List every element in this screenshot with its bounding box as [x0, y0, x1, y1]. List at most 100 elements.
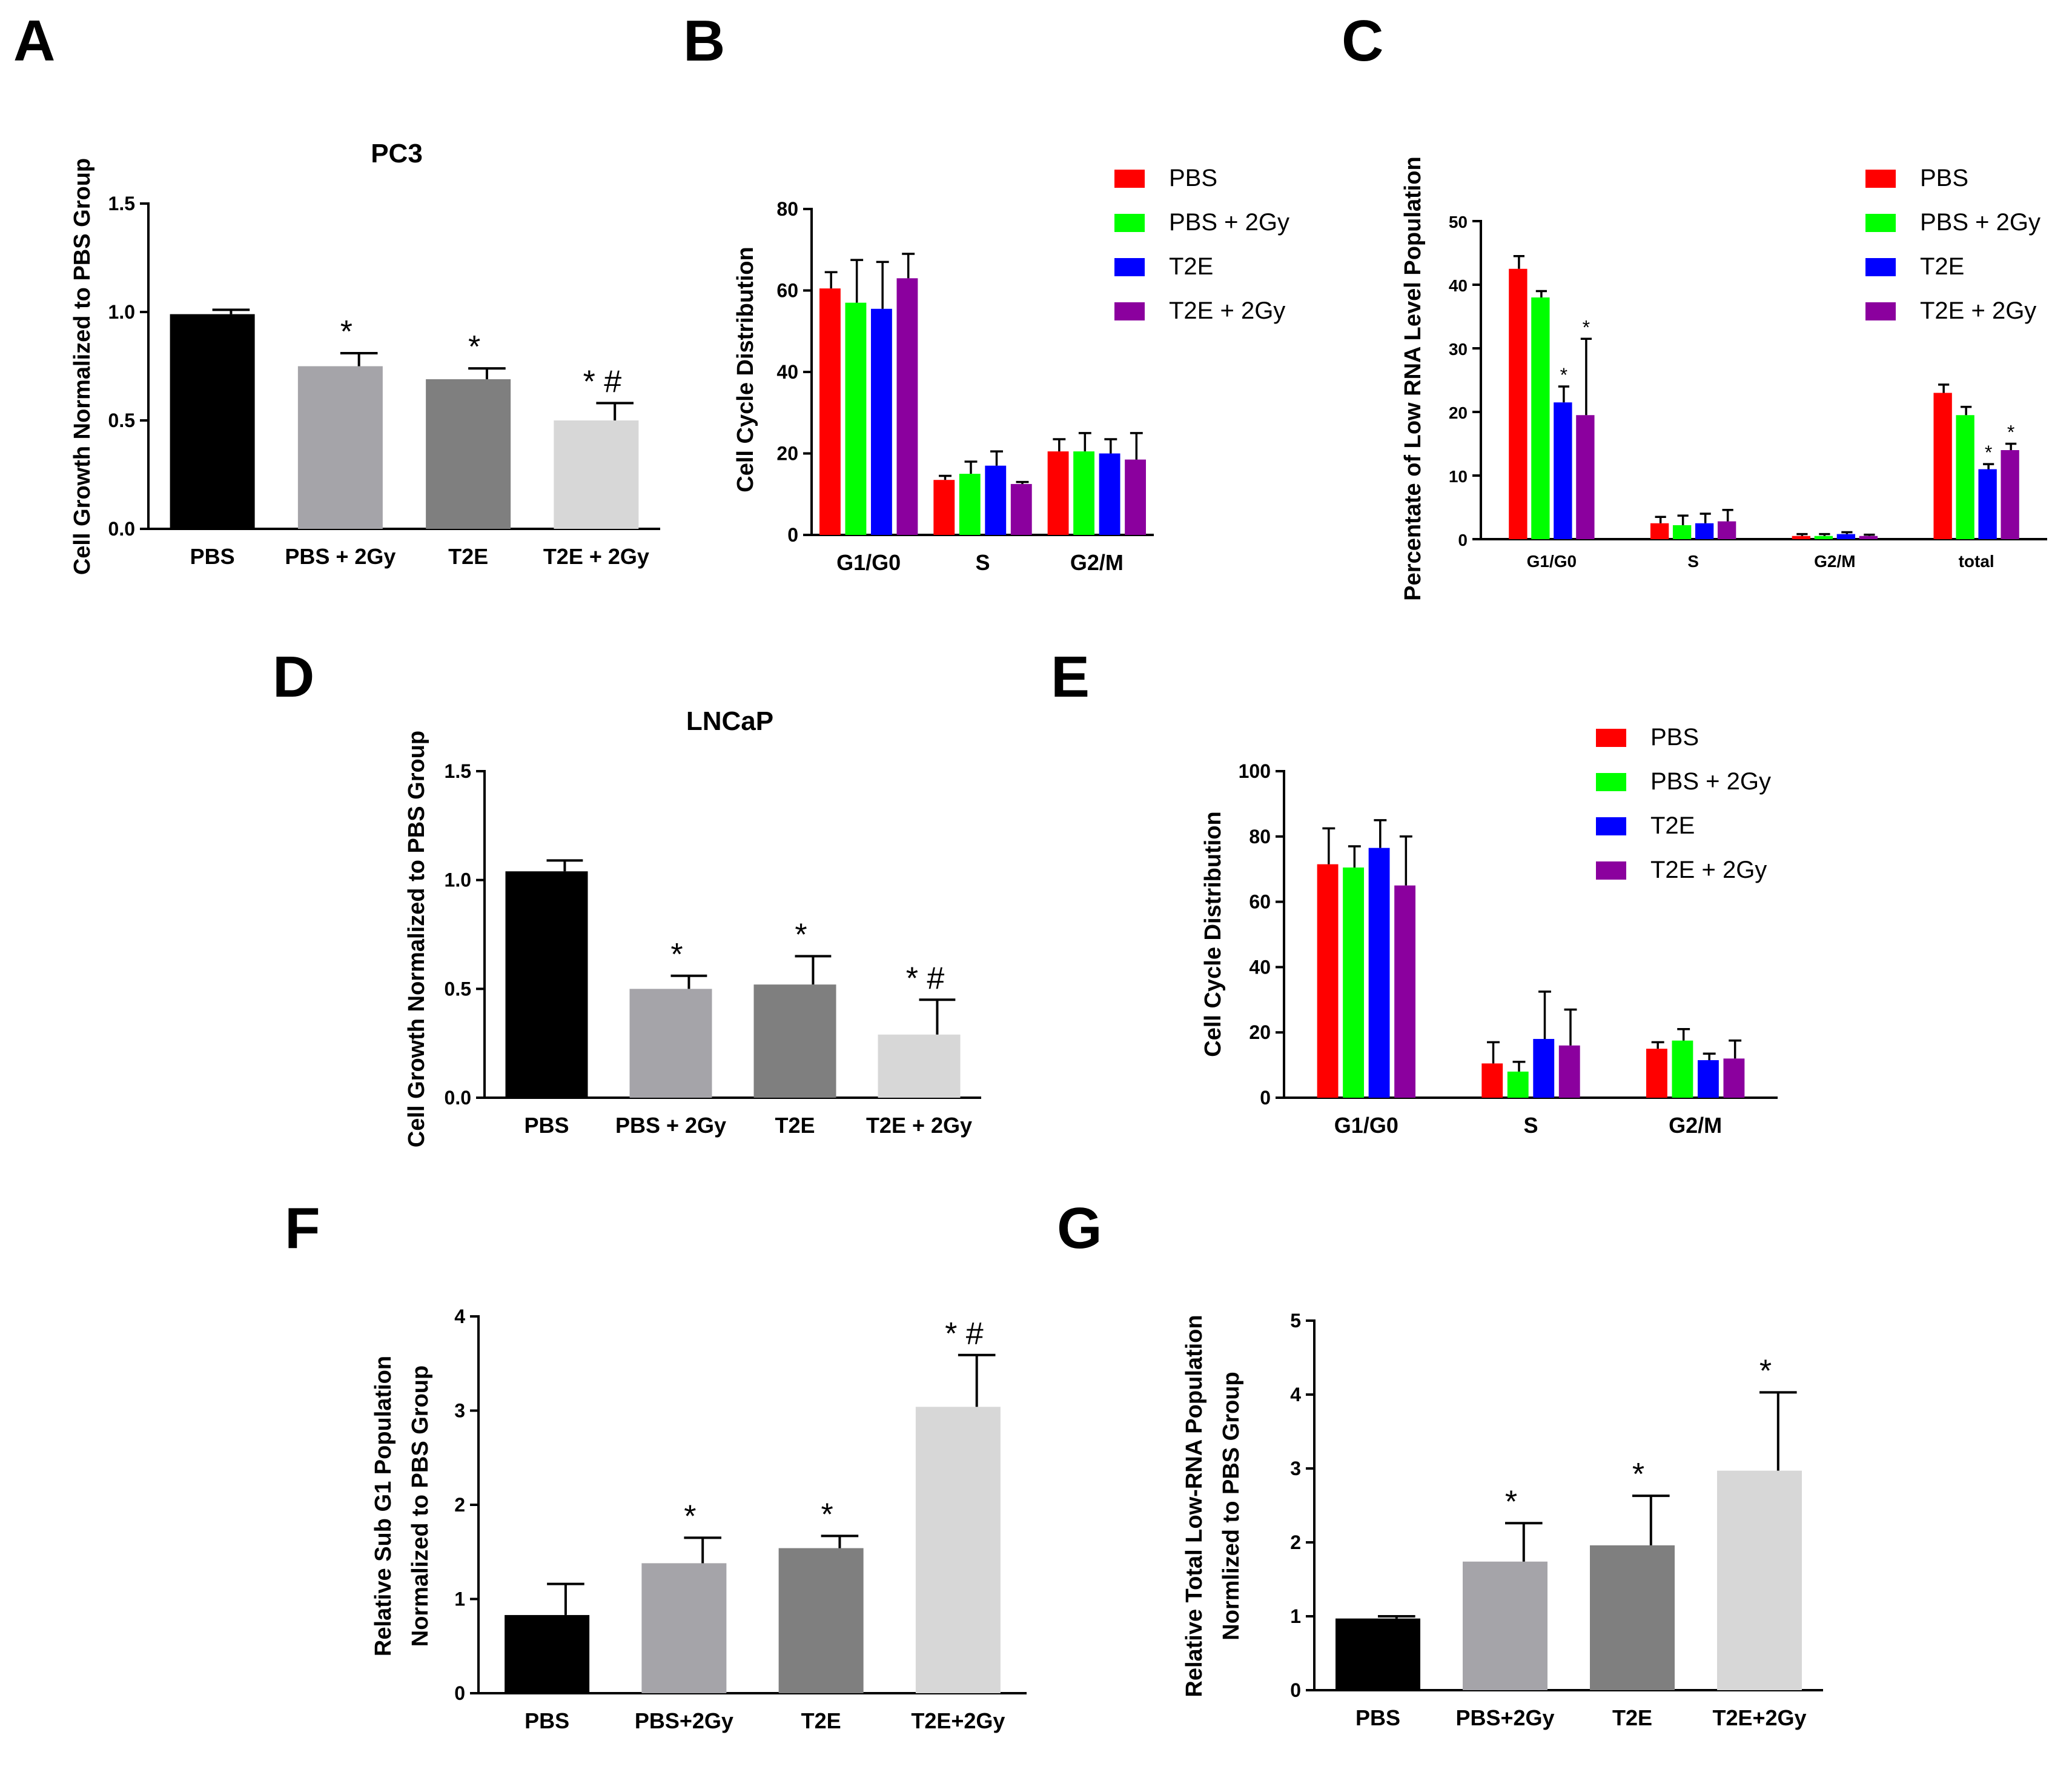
- significance-mark: *: [1985, 442, 1992, 463]
- x-tick-label: S: [1687, 552, 1699, 571]
- bar-g2-m-t2e-2gy: [1125, 459, 1147, 535]
- y-tick-label: 60: [1249, 891, 1271, 913]
- legend-swatch: [1596, 729, 1626, 747]
- panel-label-b: B: [683, 8, 725, 73]
- bar-g1-g0-t2e-2gy: [896, 278, 918, 535]
- x-tick-label: T2E + 2Gy: [866, 1113, 972, 1138]
- bar-g1-g0-pbs-2gy: [1343, 868, 1365, 1098]
- panel-label-d: D: [273, 645, 314, 709]
- bar-t2e: [1590, 1545, 1675, 1690]
- significance-mark: *: [1759, 1353, 1772, 1388]
- significance-mark: *: [670, 937, 683, 972]
- bar-s-t2e: [1533, 1038, 1555, 1098]
- bar-g2-m-t2e-2gy: [1859, 536, 1878, 539]
- bar-s-t2e-2gy: [1558, 1045, 1580, 1098]
- significance-mark: *: [1505, 1484, 1517, 1519]
- x-tick-label: T2E + 2Gy: [543, 544, 649, 569]
- legend-swatch: [1596, 861, 1626, 880]
- chart-title: PC3: [371, 139, 423, 168]
- x-tick-label: PBS+2Gy: [635, 1708, 733, 1733]
- bar-g2-m-t2e-2gy: [1723, 1058, 1745, 1098]
- bar-g1-g0-t2e-2gy: [1394, 885, 1416, 1098]
- legend-entry: PBS + 2Gy: [1169, 209, 1289, 236]
- x-tick-label: PBS: [524, 1113, 569, 1138]
- y-tick-label: 2: [454, 1494, 465, 1516]
- chart-f: 0 1 2 3 4 Relative Sub G1 Population Normalize…: [371, 1306, 1027, 1733]
- x-tick-label: G2/M: [1814, 552, 1855, 571]
- bar-t2e: [753, 984, 836, 1098]
- y-tick-label: 0.5: [445, 978, 471, 1000]
- legend-swatch: [1114, 258, 1145, 276]
- bar-g2-m-pbs: [1792, 536, 1811, 539]
- x-tick-label: S: [1523, 1113, 1538, 1138]
- bar-g2-m-pbs: [1047, 451, 1069, 535]
- legend-entry: T2E: [1169, 253, 1213, 280]
- bar-total-t2e-2gy: [2001, 450, 2019, 539]
- y-tick-label: 4: [1290, 1384, 1301, 1405]
- y-axis-label: Cell Cycle Distribution: [1200, 811, 1226, 1057]
- bar-t2e-2gy: [554, 420, 639, 529]
- legend-entry: PBS: [1169, 165, 1217, 191]
- chart-c: 0 10 20 30 40 50 Percentate of Low RNA Level P…: [1400, 156, 2047, 601]
- legend-entry: T2E: [1650, 812, 1695, 839]
- legend: PBS PBS + 2Gy T2E T2E + 2Gy: [1596, 724, 1771, 883]
- bar-t2e: [426, 379, 511, 529]
- bar-t2e: [778, 1548, 864, 1693]
- significance-mark: *: [684, 1499, 696, 1534]
- x-tick-label: T2E: [801, 1708, 841, 1733]
- bar-s-pbs: [933, 480, 955, 535]
- bar-g2-m-t2e: [1099, 453, 1120, 535]
- legend-swatch: [1865, 258, 1896, 276]
- bar-g1-g0-t2e: [870, 308, 892, 535]
- bar-t2e-2gy: [1717, 1470, 1802, 1690]
- legend-entry: PBS + 2Gy: [1920, 209, 2041, 236]
- x-tick-label: G1/G0: [1334, 1113, 1398, 1138]
- y-tick-label: 60: [776, 280, 798, 302]
- bar-pbs: [505, 871, 588, 1098]
- bar-pbs-2gy: [297, 366, 383, 529]
- significance-mark: *: [340, 314, 353, 350]
- chart-a: 0.0 0.5 1.0 1.5 Cell Growth Normalized to PB…: [70, 139, 660, 575]
- x-tick-label: PBS: [190, 544, 235, 569]
- x-tick-label: PBS: [1355, 1705, 1400, 1730]
- legend-swatch: [1596, 817, 1626, 835]
- chart-e: 0 20 40 60 80 100 Cell Cycle Distribution G1/G0…: [1200, 724, 1778, 1138]
- x-tick-label: T2E: [1612, 1705, 1652, 1730]
- y-tick-label: 0: [454, 1682, 465, 1704]
- bar-s-pbs: [1481, 1063, 1503, 1098]
- y-tick-label: 3: [1290, 1458, 1301, 1479]
- x-tick-label: PBS + 2Gy: [285, 544, 396, 569]
- panel-label-f: F: [285, 1196, 320, 1261]
- significance-mark: * #: [906, 961, 945, 996]
- chart-title: LNCaP: [686, 706, 773, 736]
- y-tick-label: 1.5: [108, 193, 135, 214]
- y-tick-label: 80: [776, 198, 798, 220]
- y-axis-label: Cell Growth Normalized to PBS Group: [404, 731, 429, 1147]
- bar-s-t2e-2gy: [1717, 521, 1736, 539]
- y-tick-label: 1: [1290, 1605, 1301, 1627]
- significance-mark: *: [821, 1497, 833, 1532]
- panel-label-c: C: [1342, 8, 1383, 73]
- bar-pbs-2gy: [629, 989, 712, 1098]
- legend-swatch: [1865, 302, 1896, 320]
- significance-mark: * #: [945, 1316, 984, 1352]
- y-tick-label: 1: [454, 1588, 465, 1610]
- bar-s-pbs-2gy: [959, 474, 981, 535]
- bar-g1-g0-pbs-2gy: [845, 302, 867, 535]
- bar-t2e-2gy: [915, 1407, 1001, 1693]
- y-tick-label: 0: [1290, 1679, 1301, 1701]
- y-axis-label: Relative Total Low-RNA Population: [1182, 1315, 1207, 1697]
- bar-g1-g0-pbs: [819, 288, 841, 535]
- legend-entry: T2E + 2Gy: [1650, 857, 1767, 883]
- chart-b: 0 20 40 60 80 Cell Cycle Distribution G1/G0 S G2…: [733, 165, 1289, 575]
- y-axis-label: Percentate of Low RNA Level Population: [1400, 156, 1426, 600]
- bar-pbs: [1336, 1618, 1420, 1690]
- y-tick-label: 1.0: [445, 869, 471, 891]
- legend: PBS PBS + 2Gy T2E T2E + 2Gy: [1114, 165, 1289, 324]
- bar-g2-m-t2e: [1697, 1060, 1719, 1098]
- legend-entry: PBS + 2Gy: [1650, 768, 1771, 795]
- y-axis-label: Cell Growth Normalized to PBS Group: [70, 158, 95, 575]
- bar-g2-m-pbs-2gy: [1073, 451, 1095, 535]
- x-tick-label: G1/G0: [1527, 552, 1577, 571]
